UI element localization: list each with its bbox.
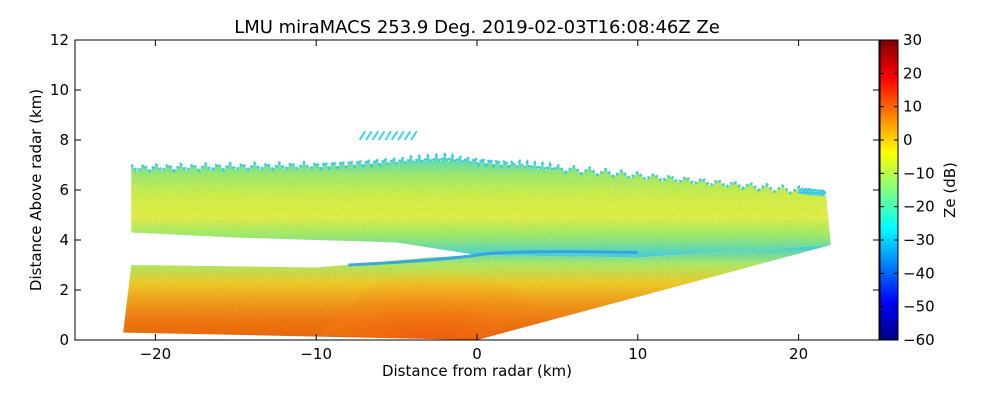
colorbar-tick-label: 20 (903, 64, 922, 82)
isolated-echo-streak (371, 130, 379, 141)
upper-layer-edge (130, 152, 827, 197)
isolated-echo-streak (397, 130, 405, 141)
y-tick-label: 12 (50, 31, 69, 49)
x-axis-label: Distance from radar (km) (382, 362, 572, 380)
x-tick-label: −10 (300, 345, 332, 363)
x-tick-label: 20 (789, 345, 808, 363)
isolated-echo-streak (358, 130, 367, 141)
colorbar-tick-label: 10 (903, 98, 922, 116)
colorbar-tick-label: −40 (903, 264, 935, 282)
x-tick-label: 0 (472, 345, 482, 363)
colorbar-tick-label: −20 (903, 198, 935, 216)
y-tick-label: 10 (50, 81, 69, 99)
near-radar-core (316, 270, 542, 340)
upper-cloud-layer (131, 155, 831, 258)
chart-title: LMU miraMACS 253.9 Deg. 2019-02-03T16:08… (234, 17, 720, 38)
y-tick-label: 6 (59, 181, 69, 199)
colorbar-tick-label: 30 (903, 31, 922, 49)
colorbar-tick-label: 0 (903, 131, 913, 149)
colorbar-tick-label: −60 (903, 331, 935, 349)
x-axis-ticks: −20 −10 0 10 20 (140, 40, 808, 363)
isolated-echo-streak (365, 130, 373, 141)
y-tick-label: 2 (59, 281, 69, 299)
isolated-echo (358, 130, 418, 141)
y-tick-label: 8 (59, 131, 69, 149)
colorbar-label: Ze (dB) (941, 162, 959, 218)
colorbar-tick-label: −50 (903, 298, 935, 316)
y-tick-label: 0 (59, 331, 69, 349)
x-tick-label: 10 (628, 345, 647, 363)
y-axis-label: Distance Above radar (km) (27, 89, 45, 291)
isolated-echo-streak (403, 130, 412, 141)
plot-area (123, 130, 831, 340)
bright-band (348, 250, 638, 267)
y-tick-label: 4 (59, 231, 69, 249)
colorbar-tick-label: −30 (903, 231, 935, 249)
isolated-echo-streak (390, 130, 399, 141)
colorbar-ticks: 30 20 10 0 −10 −20 −30 −40 −50 −60 (880, 31, 935, 349)
colorbar (879, 39, 899, 341)
y-axis-ticks: 0 2 4 6 8 10 12 (50, 31, 879, 349)
x-tick-label: −20 (140, 345, 172, 363)
isolated-echo-streak (378, 130, 386, 141)
colorbar-tick-label: −10 (903, 164, 935, 182)
isolated-echo-streak (410, 130, 418, 141)
isolated-echo-streak (384, 130, 392, 141)
